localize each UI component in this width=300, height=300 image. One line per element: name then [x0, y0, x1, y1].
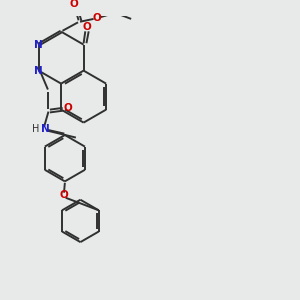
Text: N: N [41, 124, 50, 134]
Text: O: O [59, 190, 68, 200]
Text: O: O [92, 13, 101, 22]
Text: N: N [34, 40, 43, 50]
Text: N: N [34, 66, 43, 76]
Text: O: O [70, 0, 79, 9]
Text: O: O [83, 22, 92, 32]
Text: H: H [32, 124, 40, 134]
Text: O: O [63, 103, 72, 113]
